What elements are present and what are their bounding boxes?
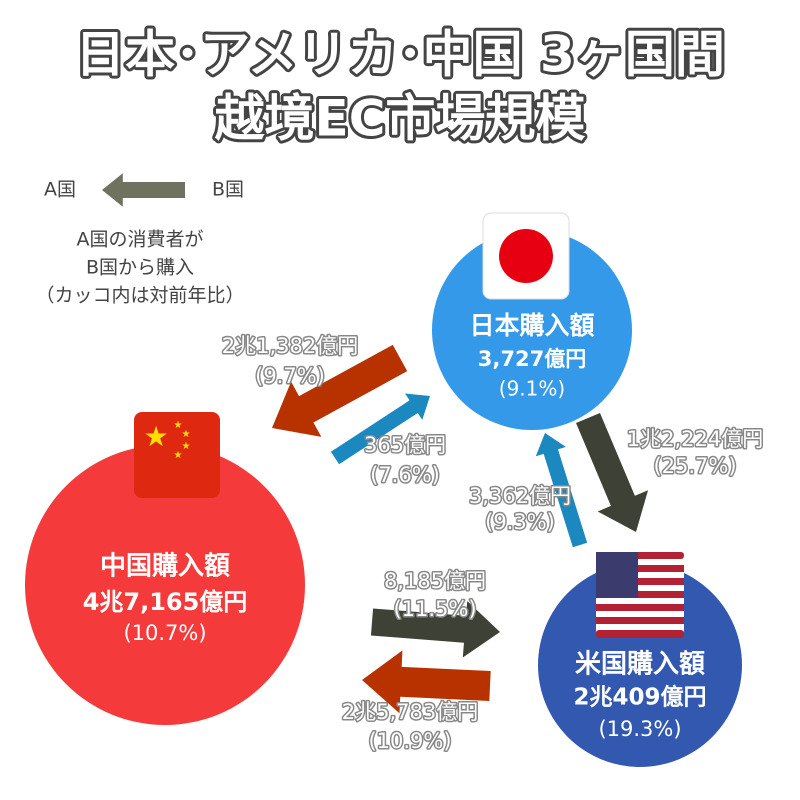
legend-note: A国の消費者が [77,229,204,251]
node-amount: 4兆7,165億円 [83,588,248,616]
arrow [576,412,649,532]
flow-growth: (11.5%) [393,597,476,621]
svg-text:★: ★ [182,429,191,440]
flow-amount: 365億円 [364,433,446,457]
title-line: 越境EC市場規模 [215,90,586,148]
svg-text:★: ★ [143,420,168,453]
svg-text:★: ★ [182,441,191,452]
arrow [362,650,491,714]
node-amount: 2兆409億円 [573,684,706,711]
legend-from: B国 [212,179,244,201]
node-label: 米国購入額 [575,650,705,680]
flow-growth: (9.7%) [255,364,325,388]
flow-amount: 8,185億円 [384,569,486,593]
node-growth: (19.3%) [598,717,681,741]
flow-growth: (9.3%) [485,510,555,534]
china-node: 中国購入額 4兆7,165億円 (10.7%) [83,552,248,646]
china-circle [25,445,305,725]
flow-amount: 2兆5,783億円 [342,700,478,724]
arrows [102,173,649,714]
node-label: 日本購入額 [469,311,594,340]
legend-note: B国から購入 [86,257,194,279]
japan-flag [482,212,570,300]
us-flag [596,552,684,638]
arrow [535,433,588,548]
us-circle [538,563,742,767]
node-label: 中国購入額 [100,552,230,582]
node-amount: 3,727億円 [478,347,586,371]
arrow [330,393,430,465]
china-flag: ★ ★ ★ ★ ★ [134,412,220,498]
node-growth: (10.7%) [123,621,206,645]
arrow [272,344,408,437]
flow-growth: (10.9%) [368,729,451,753]
arrow [102,173,185,207]
legend-to: A国 [44,179,76,201]
legend-note: （カッコ内は対前年比） [35,285,244,307]
svg-text:★: ★ [174,450,183,461]
flow-amount: 3,362億円 [469,484,571,508]
flow-growth: (25.7%) [653,454,736,478]
us-node: 米国購入額 2兆409億円 (19.3%) [573,650,706,742]
flow-amount: 1兆2,224億円 [627,427,763,451]
flow-growth: (7.6%) [370,463,440,487]
title-line: 日本･アメリカ･中国 3ヶ国間 [75,26,725,84]
japan-circle [432,230,632,430]
arrow [370,601,500,658]
japan-node: 日本購入額 3,727億円 (9.1%) [469,311,594,401]
node-growth: (9.1%) [499,377,565,401]
svg-text:★: ★ [174,420,183,431]
flow-amount: 2兆1,382億円 [222,334,358,358]
